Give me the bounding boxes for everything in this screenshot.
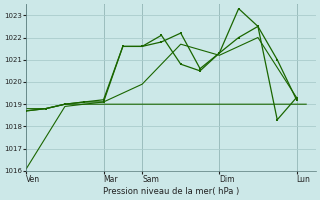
X-axis label: Pression niveau de la mer( hPa ): Pression niveau de la mer( hPa ) xyxy=(103,187,239,196)
